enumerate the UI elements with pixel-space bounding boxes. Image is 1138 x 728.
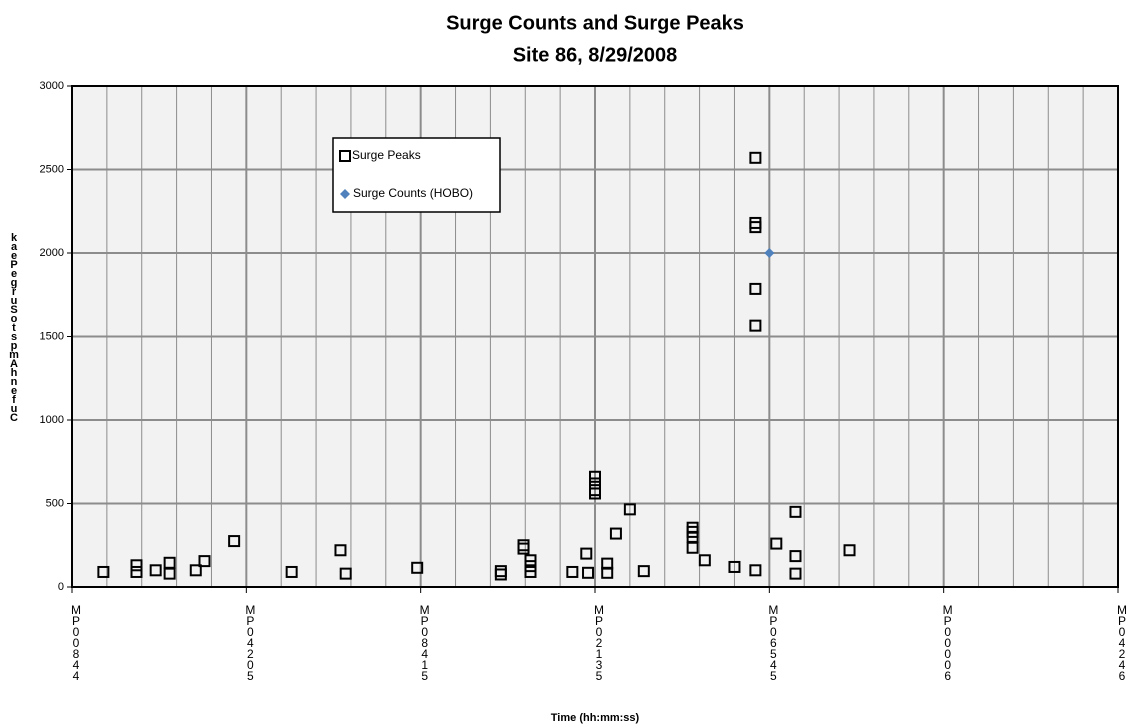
y-tick-label: 1500: [40, 330, 64, 342]
legend-marker: [339, 150, 351, 162]
x-tick-label: MP04246: [1115, 603, 1129, 680]
x-tick-label: MP06545: [766, 603, 780, 680]
point: [189, 564, 202, 577]
point: [843, 544, 856, 557]
x-tick-label: MP00006: [941, 603, 955, 680]
point: [566, 565, 579, 578]
point: [582, 566, 595, 579]
point: [789, 567, 802, 580]
point: [764, 248, 775, 258]
x-tick-label: MP00844: [69, 603, 83, 680]
y-axis-title: kaePegruSotspmAhnefuC: [8, 232, 20, 421]
point: [130, 565, 143, 578]
point: [580, 547, 593, 560]
point: [517, 542, 530, 555]
chart-subtitle: Site 86, 8/29/2008: [513, 44, 678, 66]
point: [589, 487, 601, 500]
point: [749, 564, 762, 577]
y-tick-label: 500: [46, 497, 64, 509]
y-tick-label: 2000: [40, 247, 64, 259]
point: [728, 560, 741, 573]
point: [609, 527, 622, 540]
legend-marker: [340, 189, 350, 199]
point: [228, 535, 241, 548]
point: [686, 541, 699, 554]
point: [149, 564, 162, 577]
x-tick-label: MP04205: [243, 603, 257, 680]
legend-label: Surge Peaks: [352, 148, 421, 162]
point: [749, 151, 762, 164]
point: [163, 567, 176, 580]
point: [749, 319, 762, 332]
x-tick-label: MP08415: [418, 603, 432, 680]
chart-title: Surge Counts and Surge Peaks: [446, 12, 744, 34]
point: [601, 566, 614, 579]
y-tick-label: 1000: [40, 414, 64, 426]
point: [637, 565, 650, 578]
point: [524, 565, 537, 578]
point: [339, 567, 352, 580]
point: [749, 221, 762, 234]
legend-box: [332, 137, 501, 213]
y-tick-label: 3000: [40, 80, 64, 92]
y-tick-label: 2500: [40, 163, 64, 175]
point: [589, 470, 601, 483]
point: [698, 554, 711, 567]
point: [770, 537, 783, 550]
legend-label: Surge Counts (HOBO): [353, 186, 473, 200]
point: [97, 565, 110, 578]
point: [130, 559, 143, 572]
point: [623, 503, 636, 516]
point: [198, 555, 211, 568]
plot-border: [71, 85, 1119, 588]
legend: Surge Peaks Surge Counts (HOBO): [332, 137, 501, 213]
x-tick-label: MP02135: [592, 603, 606, 680]
point: [494, 568, 507, 581]
x-axis-title: Time (hh:mm:ss): [551, 712, 640, 724]
point: [789, 505, 802, 518]
point: [411, 561, 424, 574]
y-tick-label: 0: [58, 581, 64, 593]
point: [789, 550, 802, 563]
point: [285, 565, 298, 578]
point: [334, 544, 347, 557]
point: [749, 282, 762, 295]
